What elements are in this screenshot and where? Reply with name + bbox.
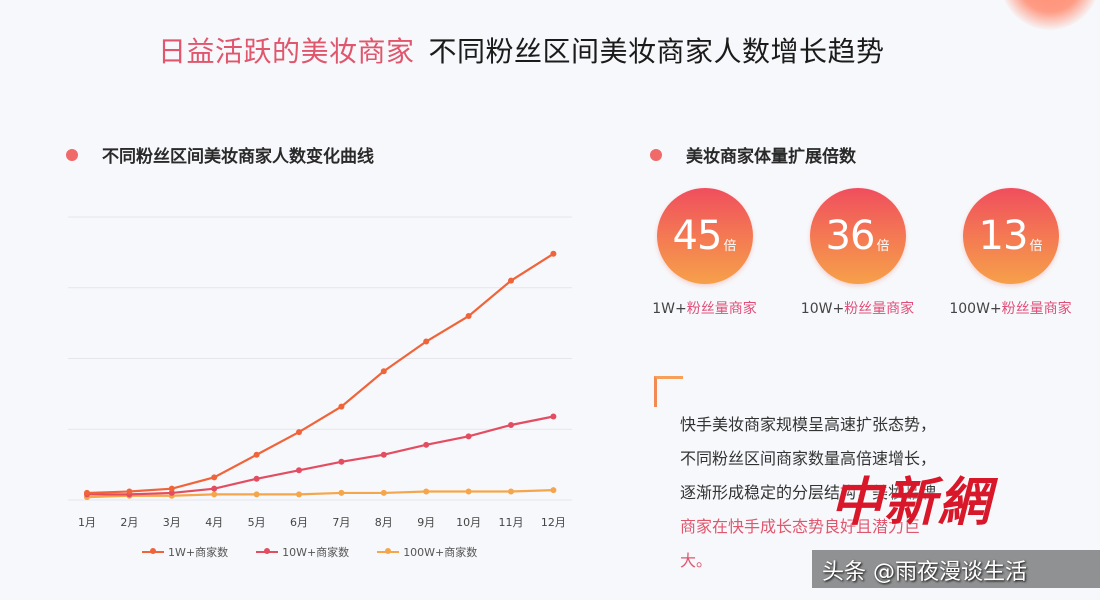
badge-10w: 36 倍 10W+粉丝量商家 [781,188,934,318]
expansion-heading-text: 美妆商家体量扩展倍数 [686,147,856,167]
chart-heading-text: 不同粉丝区间美妆商家人数变化曲线 [102,147,374,167]
data-point [423,488,430,495]
series-line [86,252,554,495]
watermark-bar [812,550,1100,588]
badge-label: 100W+粉丝量商家 [949,301,1072,317]
data-point [508,422,514,429]
x-tick-label: 7月 [332,516,351,529]
x-tick-label: 9月 [417,516,436,529]
multiplier-value: 45 [672,213,723,259]
data-point [380,489,387,496]
data-point [550,413,557,420]
data-point [296,467,302,474]
legend-item: 100W+商家数 [377,544,477,560]
legend-label: 10W+商家数 [282,546,350,559]
data-point [338,489,345,496]
x-tick-label: 10月 [456,516,482,529]
x-tick-label: 6月 [290,516,308,529]
chart-legend: 1W+商家数 10W+商家数 100W+商家数 [142,544,477,560]
data-point [168,485,175,492]
data-point [338,403,345,410]
data-point [380,451,387,458]
data-point [508,488,514,495]
data-point [465,488,472,495]
x-axis-labels: 1月 2月 3月 4月 5月 6月 7月 8月 9月 10月 11月 12月 [0,514,600,534]
title-main: 不同粉丝区间美妆商家人数增长趋势 [428,35,885,68]
x-tick-label: 1月 [78,516,96,529]
data-point [550,487,557,494]
summary-quote: 快手美妆商家规模呈高速扩张态势， 不同粉丝区间商家数量高倍速增长， 逐渐形成稳定… [680,415,937,570]
data-point [84,489,90,496]
x-tick-label: 4月 [205,516,224,529]
badge-100w: 13 倍 100W+粉丝量商家 [934,188,1087,318]
data-point [465,433,472,440]
legend-swatch-icon [256,548,279,554]
legend-swatch-icon [142,548,164,554]
data-point [168,489,175,496]
series-line [86,488,554,499]
x-tick-label: 3月 [162,516,181,529]
legend-item: 1W+商家数 [142,544,228,560]
multiplier-circle: 13 倍 [962,188,1059,284]
data-point [211,485,218,492]
multiplier-unit: 倍 [723,238,737,254]
x-tick-label: 8月 [374,516,393,529]
data-point [423,338,430,345]
x-tick-label: 12月 [540,516,566,529]
data-point [380,368,387,375]
series-line [87,415,554,496]
data-point [423,441,430,448]
badge-label: 1W+粉丝量商家 [652,301,757,317]
data-point [465,313,472,320]
x-tick-label: 5月 [247,516,266,529]
multiplier-circle: 45 倍 [656,188,753,284]
multiplier-unit: 倍 [876,238,890,254]
expansion-section-heading: 美妆商家体量扩展倍数 [650,142,856,167]
data-point [253,491,260,498]
legend-swatch-icon [377,548,400,554]
multiplier-unit: 倍 [1029,238,1043,254]
quote-bracket-icon [654,376,683,407]
bullet-dot-icon [66,148,78,161]
badge-label: 10W+粉丝量商家 [800,301,915,317]
data-point [508,277,514,284]
line-chart [68,216,572,501]
data-point [253,451,260,458]
legend-label: 1W+商家数 [168,546,229,559]
data-point [296,429,302,436]
data-point [550,250,557,257]
bullet-dot-icon [650,148,662,161]
legend-item: 10W+商家数 [256,544,349,560]
page-title: 日益活跃的美妆商家 不同粉丝区间美妆商家人数增长趋势 [158,30,885,70]
data-point [296,491,302,498]
data-point [253,475,260,482]
data-point [126,488,133,495]
data-point [211,491,218,498]
watermark-caption: 头条 @雨夜漫谈生活 [822,560,1027,585]
multiplier-value: 13 [978,213,1029,259]
x-tick-label: 11月 [498,516,524,529]
multiplier-value: 36 [825,213,876,259]
badge-1w: 45 倍 1W+粉丝量商家 [628,188,781,318]
title-highlight: 日益活跃的美妆商家 [158,35,415,68]
chart-section-heading: 不同粉丝区间美妆商家人数变化曲线 [66,142,374,167]
multiplier-circle: 36 倍 [809,188,906,284]
x-tick-label: 2月 [120,516,139,529]
data-point [211,474,218,481]
expansion-badges: 45 倍 1W+粉丝量商家 36 倍 10W+粉丝量商家 13 倍 100W+粉… [628,188,1098,318]
legend-label: 100W+商家数 [403,546,478,559]
data-point [338,458,345,465]
watermark-logo: 中新網 [830,472,993,533]
decorative-corner-blob [1000,0,1100,30]
